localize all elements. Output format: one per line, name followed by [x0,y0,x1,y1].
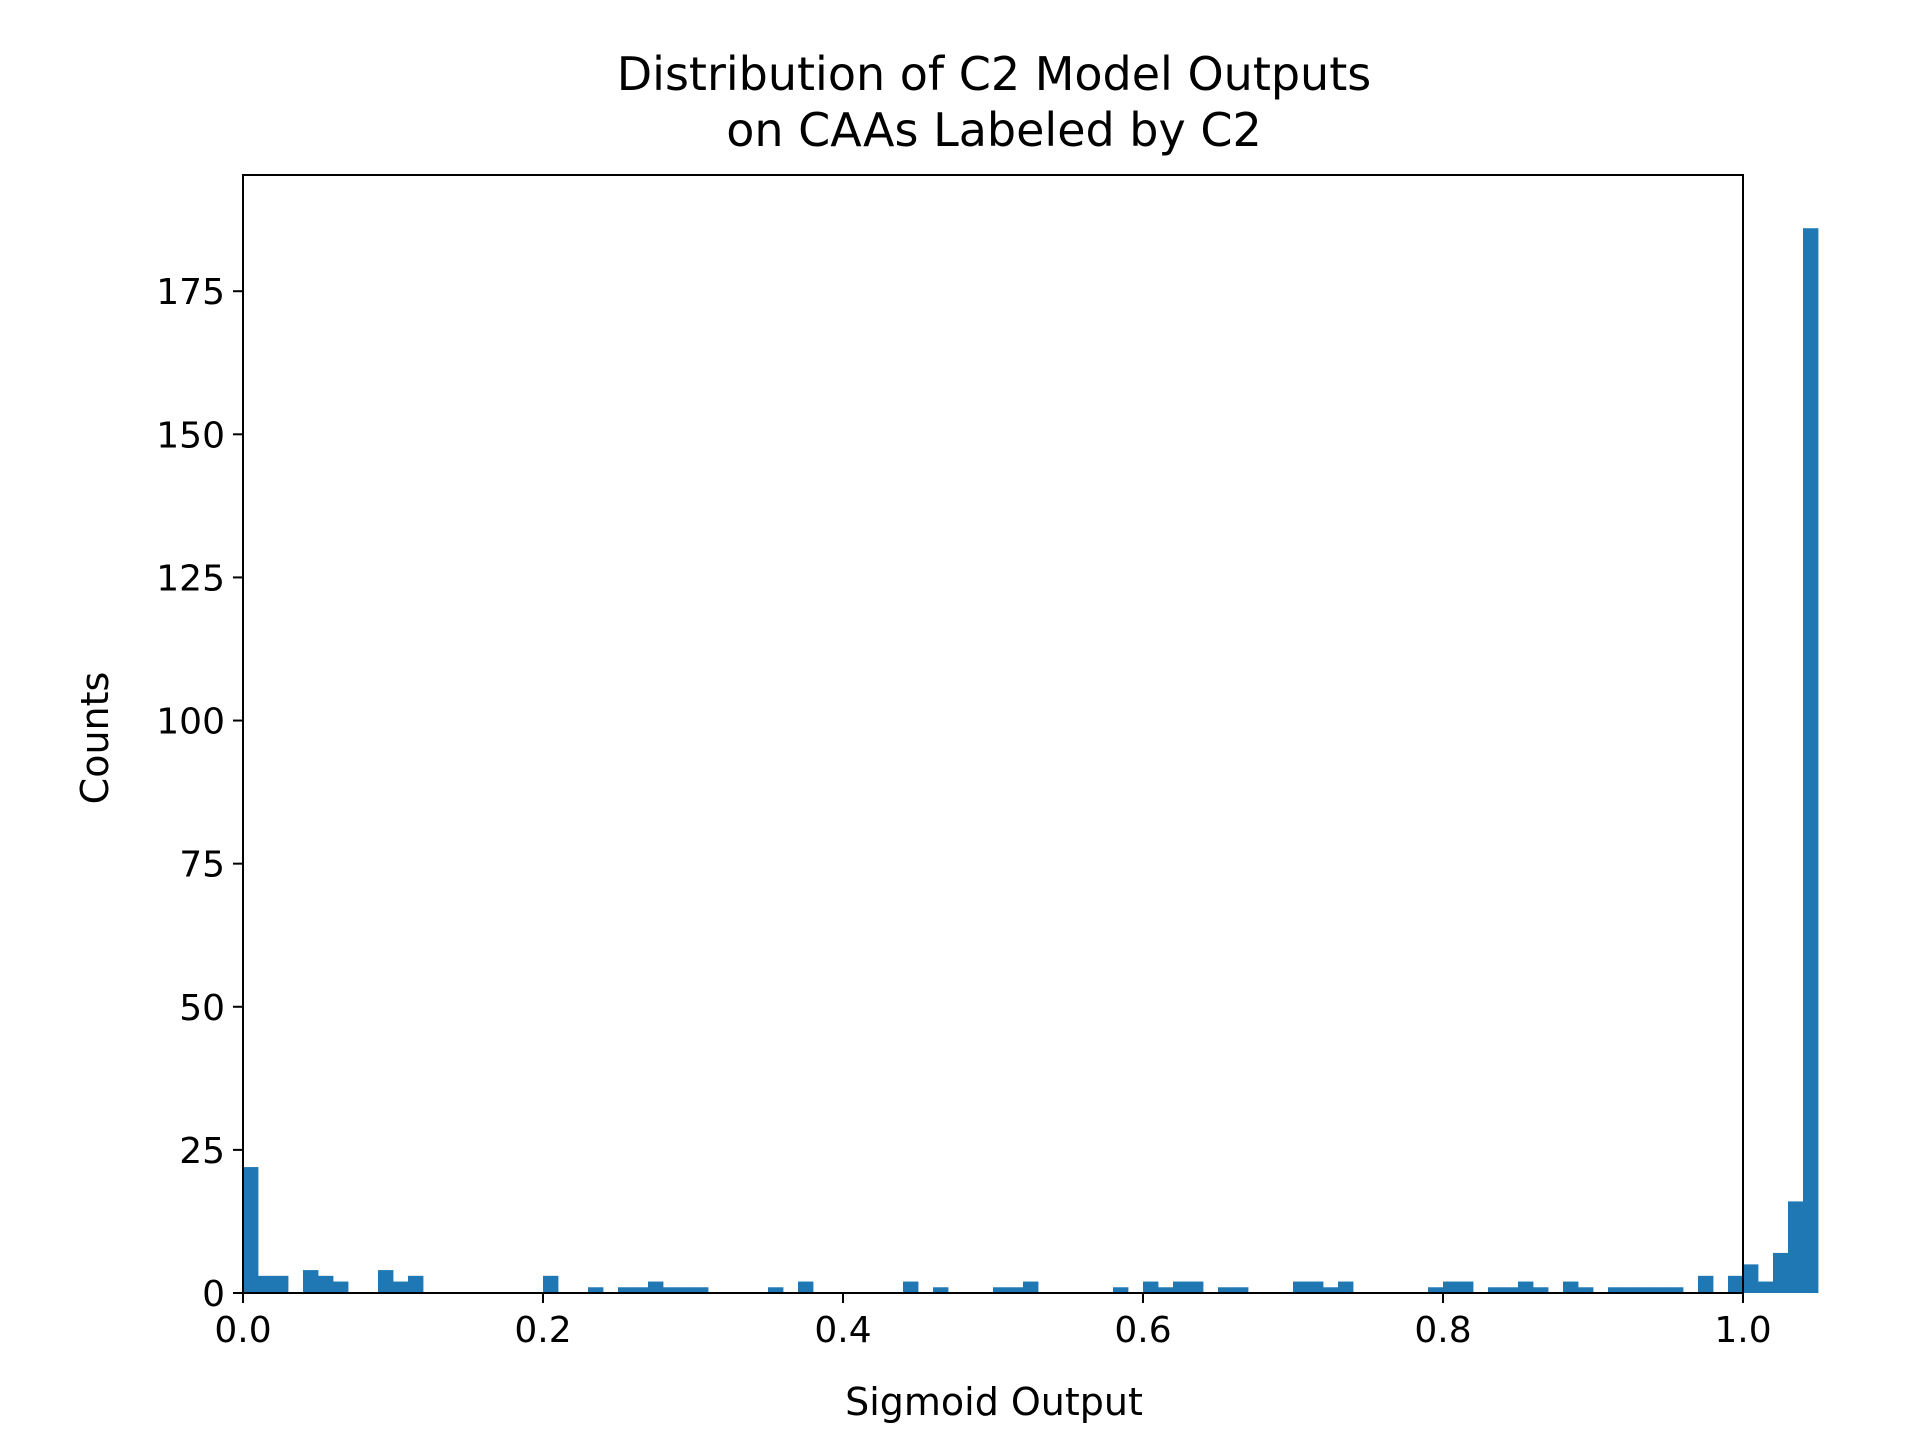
histogram-bar [1743,1264,1759,1293]
histogram-bar [768,1287,784,1293]
histogram-bar [408,1275,424,1293]
y-tick-label: 25 [179,1131,225,1172]
histogram-bar [378,1270,394,1293]
histogram-bar [588,1287,604,1293]
histogram-bar [303,1270,319,1293]
histogram-bar [1803,228,1819,1294]
histogram-bar [1698,1275,1714,1293]
histogram-bar [1113,1287,1129,1293]
y-axis-ticks: 0 25 50 75 100 125 150 175 [156,272,243,1315]
histogram-bar [333,1281,349,1293]
histogram-bar [678,1287,694,1293]
histogram-bar [543,1275,559,1293]
x-tick-label: 0.2 [514,1310,571,1351]
histogram-bar [1728,1275,1744,1293]
histogram-bar [993,1287,1009,1293]
x-tick-label: 1.0 [1714,1310,1771,1351]
y-tick-label: 75 [179,845,225,886]
x-tick-label: 0.8 [1414,1310,1471,1351]
chart-title-line-2: on CAAs Labeled by C2 [726,103,1262,157]
histogram-bar [1533,1287,1549,1293]
y-tick-label: 175 [156,272,225,313]
histogram-bar [633,1287,649,1293]
histogram-bar [1458,1281,1474,1293]
histogram-bar [393,1281,409,1293]
histogram-bar [258,1275,274,1293]
histogram-bar [1338,1281,1354,1293]
histogram-bar [1668,1287,1684,1293]
bars-group [243,228,1819,1294]
histogram-bar [933,1287,949,1293]
histogram-bar [273,1275,289,1293]
x-tick-label: 0.6 [1114,1310,1171,1351]
histogram-bar [1428,1287,1444,1293]
plot-area-frame [242,174,1744,1294]
histogram-bar [1638,1287,1654,1293]
y-axis-label: Counts [73,672,117,805]
histogram-bar [1623,1287,1639,1293]
histogram-bar [1488,1287,1504,1293]
histogram-bar [618,1287,634,1293]
y-tick-label: 150 [156,415,225,456]
histogram-bar [1218,1287,1234,1293]
histogram-bar [663,1287,679,1293]
x-axis-label: Sigmoid Output [845,1380,1143,1424]
histogram-bar [1293,1281,1309,1293]
histogram-bar [1188,1281,1204,1293]
x-tick-label: 0.4 [814,1310,871,1351]
histogram-bar [693,1287,709,1293]
histogram-bar [1158,1287,1174,1293]
histogram-bar [1608,1287,1624,1293]
histogram-bar [1518,1281,1534,1293]
histogram-bar [1023,1281,1039,1293]
histogram-bar [798,1281,814,1293]
histogram-bar [1308,1281,1324,1293]
y-tick-label: 0 [202,1274,225,1315]
x-axis-ticks: 0.0 0.2 0.4 0.6 0.8 1.0 [214,1293,1772,1351]
chart-title-line-1: Distribution of C2 Model Outputs [617,47,1371,101]
histogram-bar [1173,1281,1189,1293]
y-tick-label: 100 [156,702,225,743]
histogram-bar [1443,1281,1459,1293]
x-tick-label: 0.0 [214,1310,271,1351]
histogram-bar [1503,1287,1519,1293]
histogram-bar [648,1281,664,1293]
histogram-bar [903,1281,919,1293]
histogram-bar [1788,1201,1804,1293]
histogram-bar [1008,1287,1024,1293]
histogram-bar [1323,1287,1339,1293]
y-tick-label: 125 [156,558,225,599]
histogram-bar [1653,1287,1669,1293]
histogram-bar [1578,1287,1594,1293]
histogram-bar [1233,1287,1249,1293]
histogram-bar [1758,1281,1774,1293]
histogram-bar [243,1167,259,1293]
y-tick-label: 50 [179,988,225,1029]
histogram-bar [1563,1281,1579,1293]
histogram-bar [318,1275,334,1293]
histogram-bar [1773,1252,1789,1293]
histogram-bar [1143,1281,1159,1293]
